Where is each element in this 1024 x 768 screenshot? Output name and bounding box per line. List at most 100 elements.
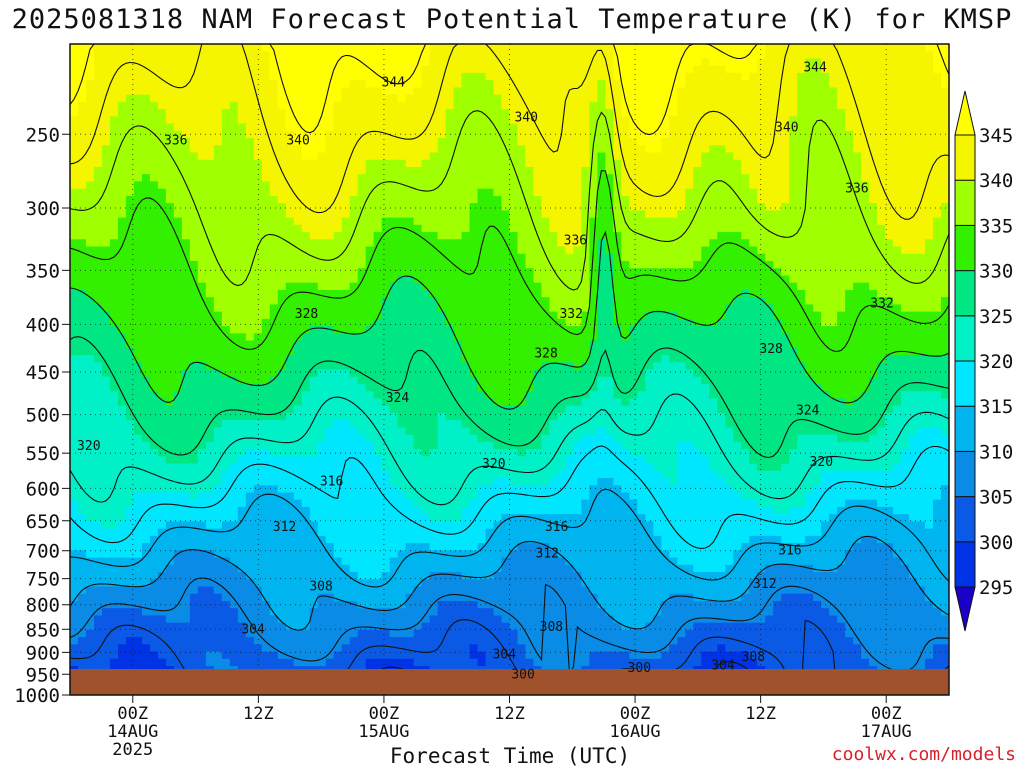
theta-cell xyxy=(205,101,215,110)
theta-cell xyxy=(93,44,103,52)
theta-cell xyxy=(653,304,662,313)
theta-cell xyxy=(85,253,95,262)
theta-cell xyxy=(453,181,463,190)
theta-cell xyxy=(749,101,758,110)
theta-cell xyxy=(613,224,622,233)
theta-cell xyxy=(885,253,894,262)
theta-cell xyxy=(229,333,239,342)
theta-cell xyxy=(149,282,159,291)
theta-cell xyxy=(277,145,287,154)
theta-cell xyxy=(101,217,111,226)
theta-cell xyxy=(837,130,846,139)
theta-cell xyxy=(269,174,279,183)
theta-cell xyxy=(277,282,287,291)
theta-cell xyxy=(605,355,614,363)
theta-cell xyxy=(213,246,223,255)
theta-cell xyxy=(317,166,327,175)
theta-cell xyxy=(845,72,854,81)
theta-cell xyxy=(693,58,702,67)
theta-cell xyxy=(501,347,511,356)
theta-cell xyxy=(317,297,327,305)
theta-cell xyxy=(333,297,343,305)
theta-cell xyxy=(717,289,726,298)
theta-cell xyxy=(813,253,822,262)
theta-cell xyxy=(349,80,359,88)
theta-cell xyxy=(717,174,726,183)
theta-cell xyxy=(93,181,103,190)
theta-cell xyxy=(125,195,135,204)
theta-cell xyxy=(645,261,654,269)
theta-cell xyxy=(645,138,654,146)
theta-cell xyxy=(877,289,886,298)
theta-cell xyxy=(541,65,551,74)
theta-cell xyxy=(181,318,191,327)
theta-cell xyxy=(413,224,423,233)
theta-cell xyxy=(413,195,423,204)
theta-cell xyxy=(325,304,335,313)
theta-cell xyxy=(525,87,535,96)
theta-cell xyxy=(437,347,447,356)
theta-cell xyxy=(877,282,886,291)
theta-cell xyxy=(717,239,726,248)
theta-cell xyxy=(189,145,199,154)
theta-cell xyxy=(565,87,575,96)
theta-cell xyxy=(117,58,127,67)
theta-cell xyxy=(749,203,758,211)
theta-cell xyxy=(861,80,870,88)
theta-cell xyxy=(141,51,151,60)
theta-cell xyxy=(733,101,742,110)
theta-cell xyxy=(165,65,175,74)
theta-cell xyxy=(213,275,223,284)
theta-cell xyxy=(765,362,774,371)
theta-cell xyxy=(821,210,830,219)
theta-cell xyxy=(477,109,487,117)
theta-cell xyxy=(213,326,223,334)
theta-cell xyxy=(557,232,567,240)
theta-cell xyxy=(405,311,415,320)
theta-cell xyxy=(397,210,407,219)
theta-cell xyxy=(797,195,806,204)
theta-cell xyxy=(85,188,95,197)
theta-cell xyxy=(837,51,846,60)
theta-cell xyxy=(413,297,423,305)
theta-cell xyxy=(117,166,127,175)
theta-cell xyxy=(221,152,231,161)
theta-cell xyxy=(453,340,463,349)
theta-cell xyxy=(429,145,439,154)
theta-cell xyxy=(845,340,854,349)
theta-cell xyxy=(317,188,327,197)
theta-cell xyxy=(381,333,391,342)
theta-cell xyxy=(717,297,726,305)
theta-cell xyxy=(157,224,167,233)
theta-cell xyxy=(453,362,463,371)
theta-cell xyxy=(669,239,678,248)
theta-cell xyxy=(517,318,527,327)
theta-cell xyxy=(877,239,886,248)
theta-cell xyxy=(261,340,271,349)
theta-cell xyxy=(421,159,431,168)
theta-cell xyxy=(597,217,606,226)
theta-cell xyxy=(933,253,942,262)
theta-cell xyxy=(821,326,830,334)
theta-cell xyxy=(501,311,511,320)
theta-cell xyxy=(301,326,311,334)
theta-cell xyxy=(317,195,327,204)
theta-cell xyxy=(621,224,630,233)
theta-cell xyxy=(469,246,479,255)
theta-cell xyxy=(741,65,750,74)
theta-cell xyxy=(261,138,271,146)
theta-cell xyxy=(453,159,463,168)
theta-cell xyxy=(389,195,399,204)
theta-cell xyxy=(141,203,151,211)
theta-cell xyxy=(837,275,846,284)
theta-cell xyxy=(389,101,399,110)
theta-cell xyxy=(717,210,726,219)
theta-cell xyxy=(693,123,702,132)
theta-cell xyxy=(181,195,191,204)
theta-cell xyxy=(341,72,351,81)
theta-cell xyxy=(437,253,447,262)
theta-cell xyxy=(773,181,782,190)
theta-cell xyxy=(237,166,247,175)
theta-cell xyxy=(221,174,231,183)
theta-cell xyxy=(229,304,239,313)
